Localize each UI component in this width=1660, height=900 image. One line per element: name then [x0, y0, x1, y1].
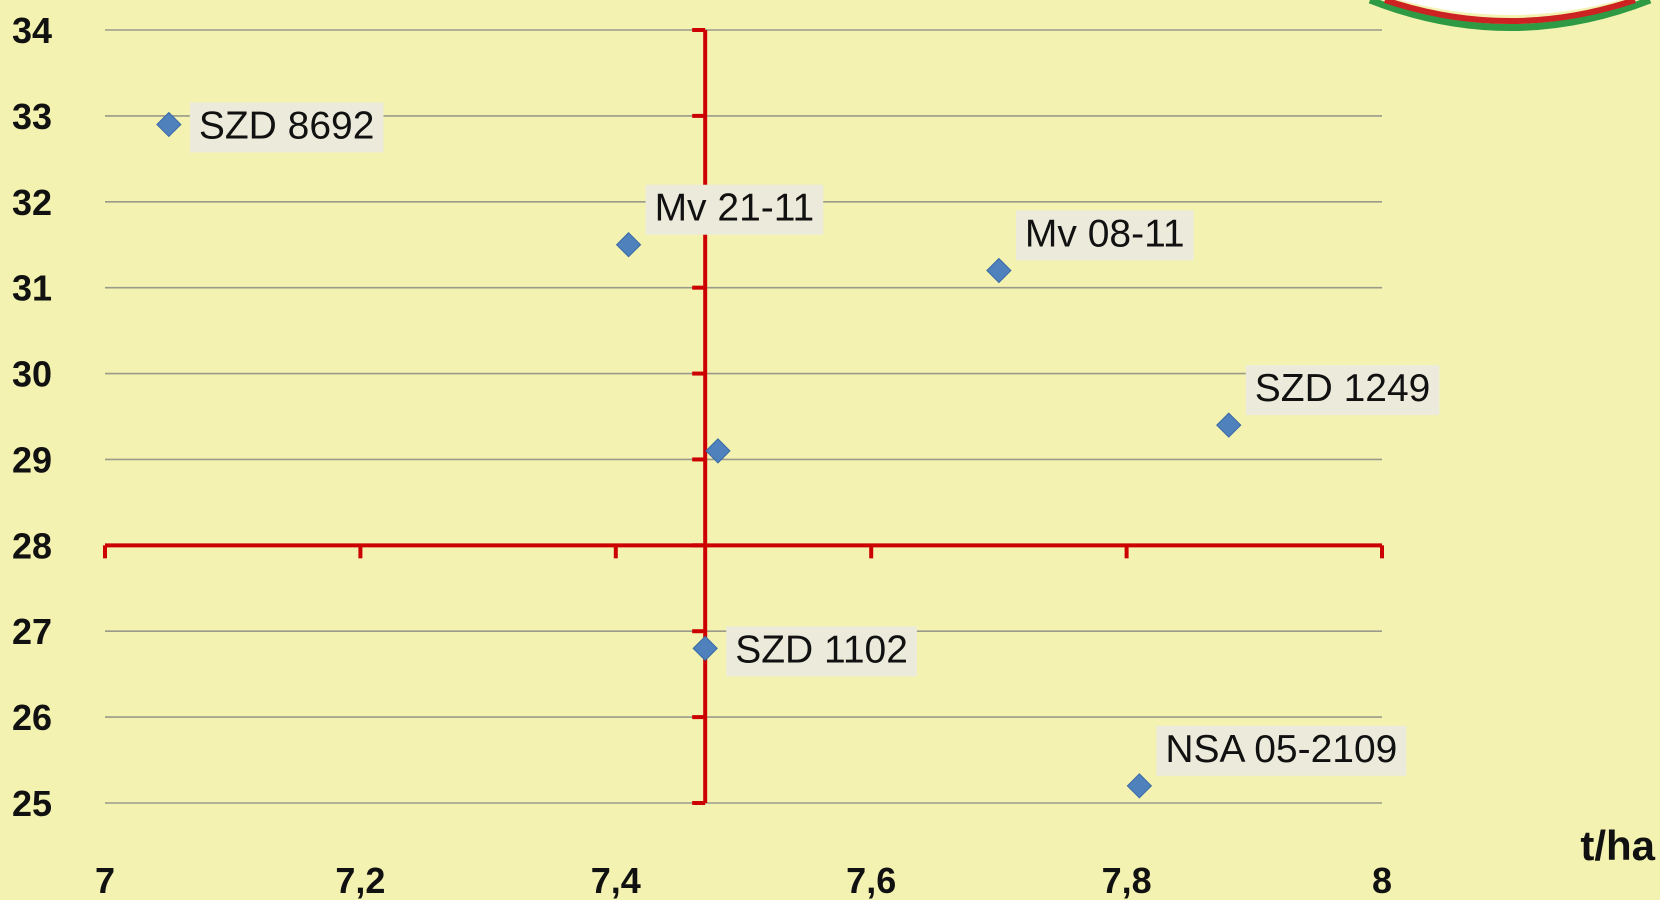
data-point — [705, 438, 731, 464]
data-label-background — [189, 102, 384, 153]
data-point — [156, 111, 182, 138]
data-label: SZD 1249 — [1245, 365, 1440, 416]
data-label: NSA 05-2109 — [1156, 725, 1407, 776]
data-label: Mv 21-11 — [645, 184, 824, 235]
x-tick-label: 7,8 — [1102, 860, 1152, 900]
y-tick-label: 27 — [12, 611, 52, 652]
data-label-text: NSA 05-2109 — [1165, 728, 1397, 771]
data-label-background — [1015, 210, 1194, 261]
y-tick-label: 28 — [12, 525, 52, 566]
y-tick-label: 30 — [12, 354, 52, 395]
y-tick-label: 33 — [12, 96, 52, 137]
y-tick-label: 26 — [12, 697, 52, 738]
data-point — [1126, 773, 1153, 799]
data-label-background — [726, 626, 917, 677]
x-tick-label: 8 — [1372, 860, 1392, 900]
data-label-text: Mv 08-11 — [1025, 212, 1185, 255]
data-label-background — [1156, 725, 1407, 776]
y-tick-label: 32 — [12, 182, 52, 223]
data-point — [615, 232, 642, 258]
y-tick-label: 34 — [12, 10, 52, 51]
data-label: SZD 8692 — [189, 102, 384, 153]
x-axis-unit-label: t/ha — [1580, 822, 1655, 869]
data-point — [692, 635, 718, 662]
y-tick-label: 29 — [12, 439, 52, 480]
data-label-text: SZD 1102 — [735, 628, 908, 671]
x-tick-label: 7,4 — [591, 860, 641, 900]
x-tick-label: 7 — [95, 860, 115, 900]
data-label: Mv 08-11 — [1015, 210, 1194, 261]
data-label-text: SZD 1249 — [1255, 367, 1431, 410]
y-tick-label: 31 — [12, 268, 52, 309]
data-label-text: SZD 8692 — [199, 104, 375, 147]
x-tick-label: 7,2 — [335, 860, 385, 900]
x-tick-label: 7,6 — [846, 860, 896, 900]
data-point — [986, 257, 1012, 284]
data-label-background — [1245, 365, 1440, 416]
data-point — [1216, 412, 1242, 438]
data-label-background — [645, 184, 824, 235]
emblem-fragment — [1368, 0, 1652, 31]
y-tick-label: 25 — [12, 783, 52, 824]
data-label: SZD 1102 — [726, 626, 917, 677]
data-label-text: Mv 21-11 — [655, 187, 815, 230]
